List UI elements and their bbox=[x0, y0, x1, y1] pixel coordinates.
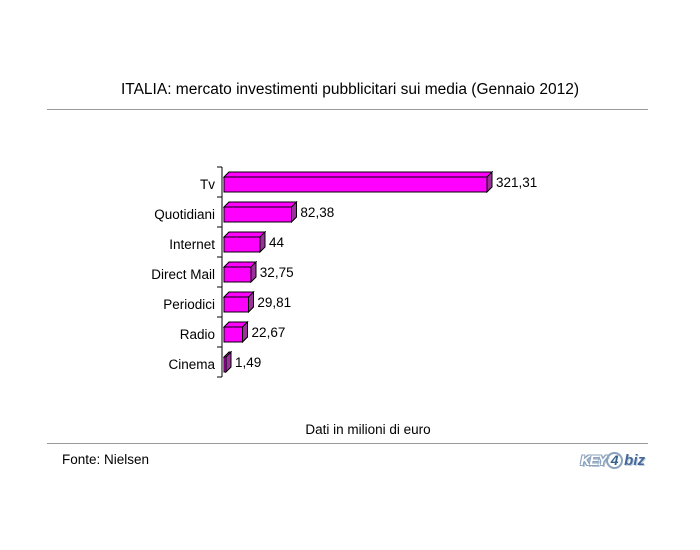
logo-biz-text: biz bbox=[624, 451, 645, 469]
value-label-periodici: 29,81 bbox=[257, 295, 291, 310]
category-label-tv: Tv bbox=[200, 177, 215, 192]
top-divider bbox=[47, 109, 648, 110]
category-label-radio: Radio bbox=[180, 327, 215, 342]
key4biz-logo: KEY 4 biz bbox=[580, 449, 645, 471]
category-label-cinema: Cinema bbox=[168, 357, 215, 372]
bar-top-internet bbox=[222, 231, 267, 238]
value-label-tv: 321,31 bbox=[496, 175, 537, 190]
source-credit: Fonte: Nielsen bbox=[62, 452, 150, 467]
value-label-radio: 22,67 bbox=[252, 325, 286, 340]
bar-quotidiani bbox=[223, 206, 292, 223]
bar-top-quotidiani bbox=[222, 201, 298, 208]
logo-four-text: 4 bbox=[610, 452, 619, 468]
value-label-quotidiani: 82,38 bbox=[300, 205, 334, 220]
bottom-divider bbox=[47, 443, 648, 444]
category-label-quotidiani: Quotidiani bbox=[154, 207, 215, 222]
bar-top-periodici bbox=[222, 291, 255, 298]
bar-chart: Tv 321,31 Quotidiani 82,38 Internet 44 Direct … bbox=[151, 166, 537, 378]
value-label-direct-mail: 32,75 bbox=[260, 265, 294, 280]
bar-cinema bbox=[223, 356, 227, 373]
bar-tv bbox=[223, 176, 488, 193]
bar-internet bbox=[223, 236, 261, 253]
bar-top-direct-mail bbox=[222, 261, 258, 268]
bar-top-tv bbox=[222, 171, 494, 178]
category-label-periodici: Periodici bbox=[163, 297, 215, 312]
logo-four-badge: 4 bbox=[606, 451, 624, 469]
value-label-internet: 44 bbox=[269, 235, 285, 250]
logo-key-text: KEY bbox=[580, 452, 607, 468]
logo-circle-icon bbox=[606, 451, 624, 469]
value-label-cinema: 1,49 bbox=[235, 355, 261, 370]
category-label-direct-mail: Direct Mail bbox=[151, 267, 215, 282]
chart-title: ITALIA: mercato investimenti pubblicitar… bbox=[120, 81, 580, 98]
category-label-internet: Internet bbox=[169, 237, 215, 252]
bar-radio bbox=[223, 326, 244, 343]
bar-direct-mail bbox=[223, 266, 252, 283]
bar-periodici bbox=[223, 296, 249, 313]
chart-unit-note: Dati in milioni di euro bbox=[305, 422, 431, 437]
